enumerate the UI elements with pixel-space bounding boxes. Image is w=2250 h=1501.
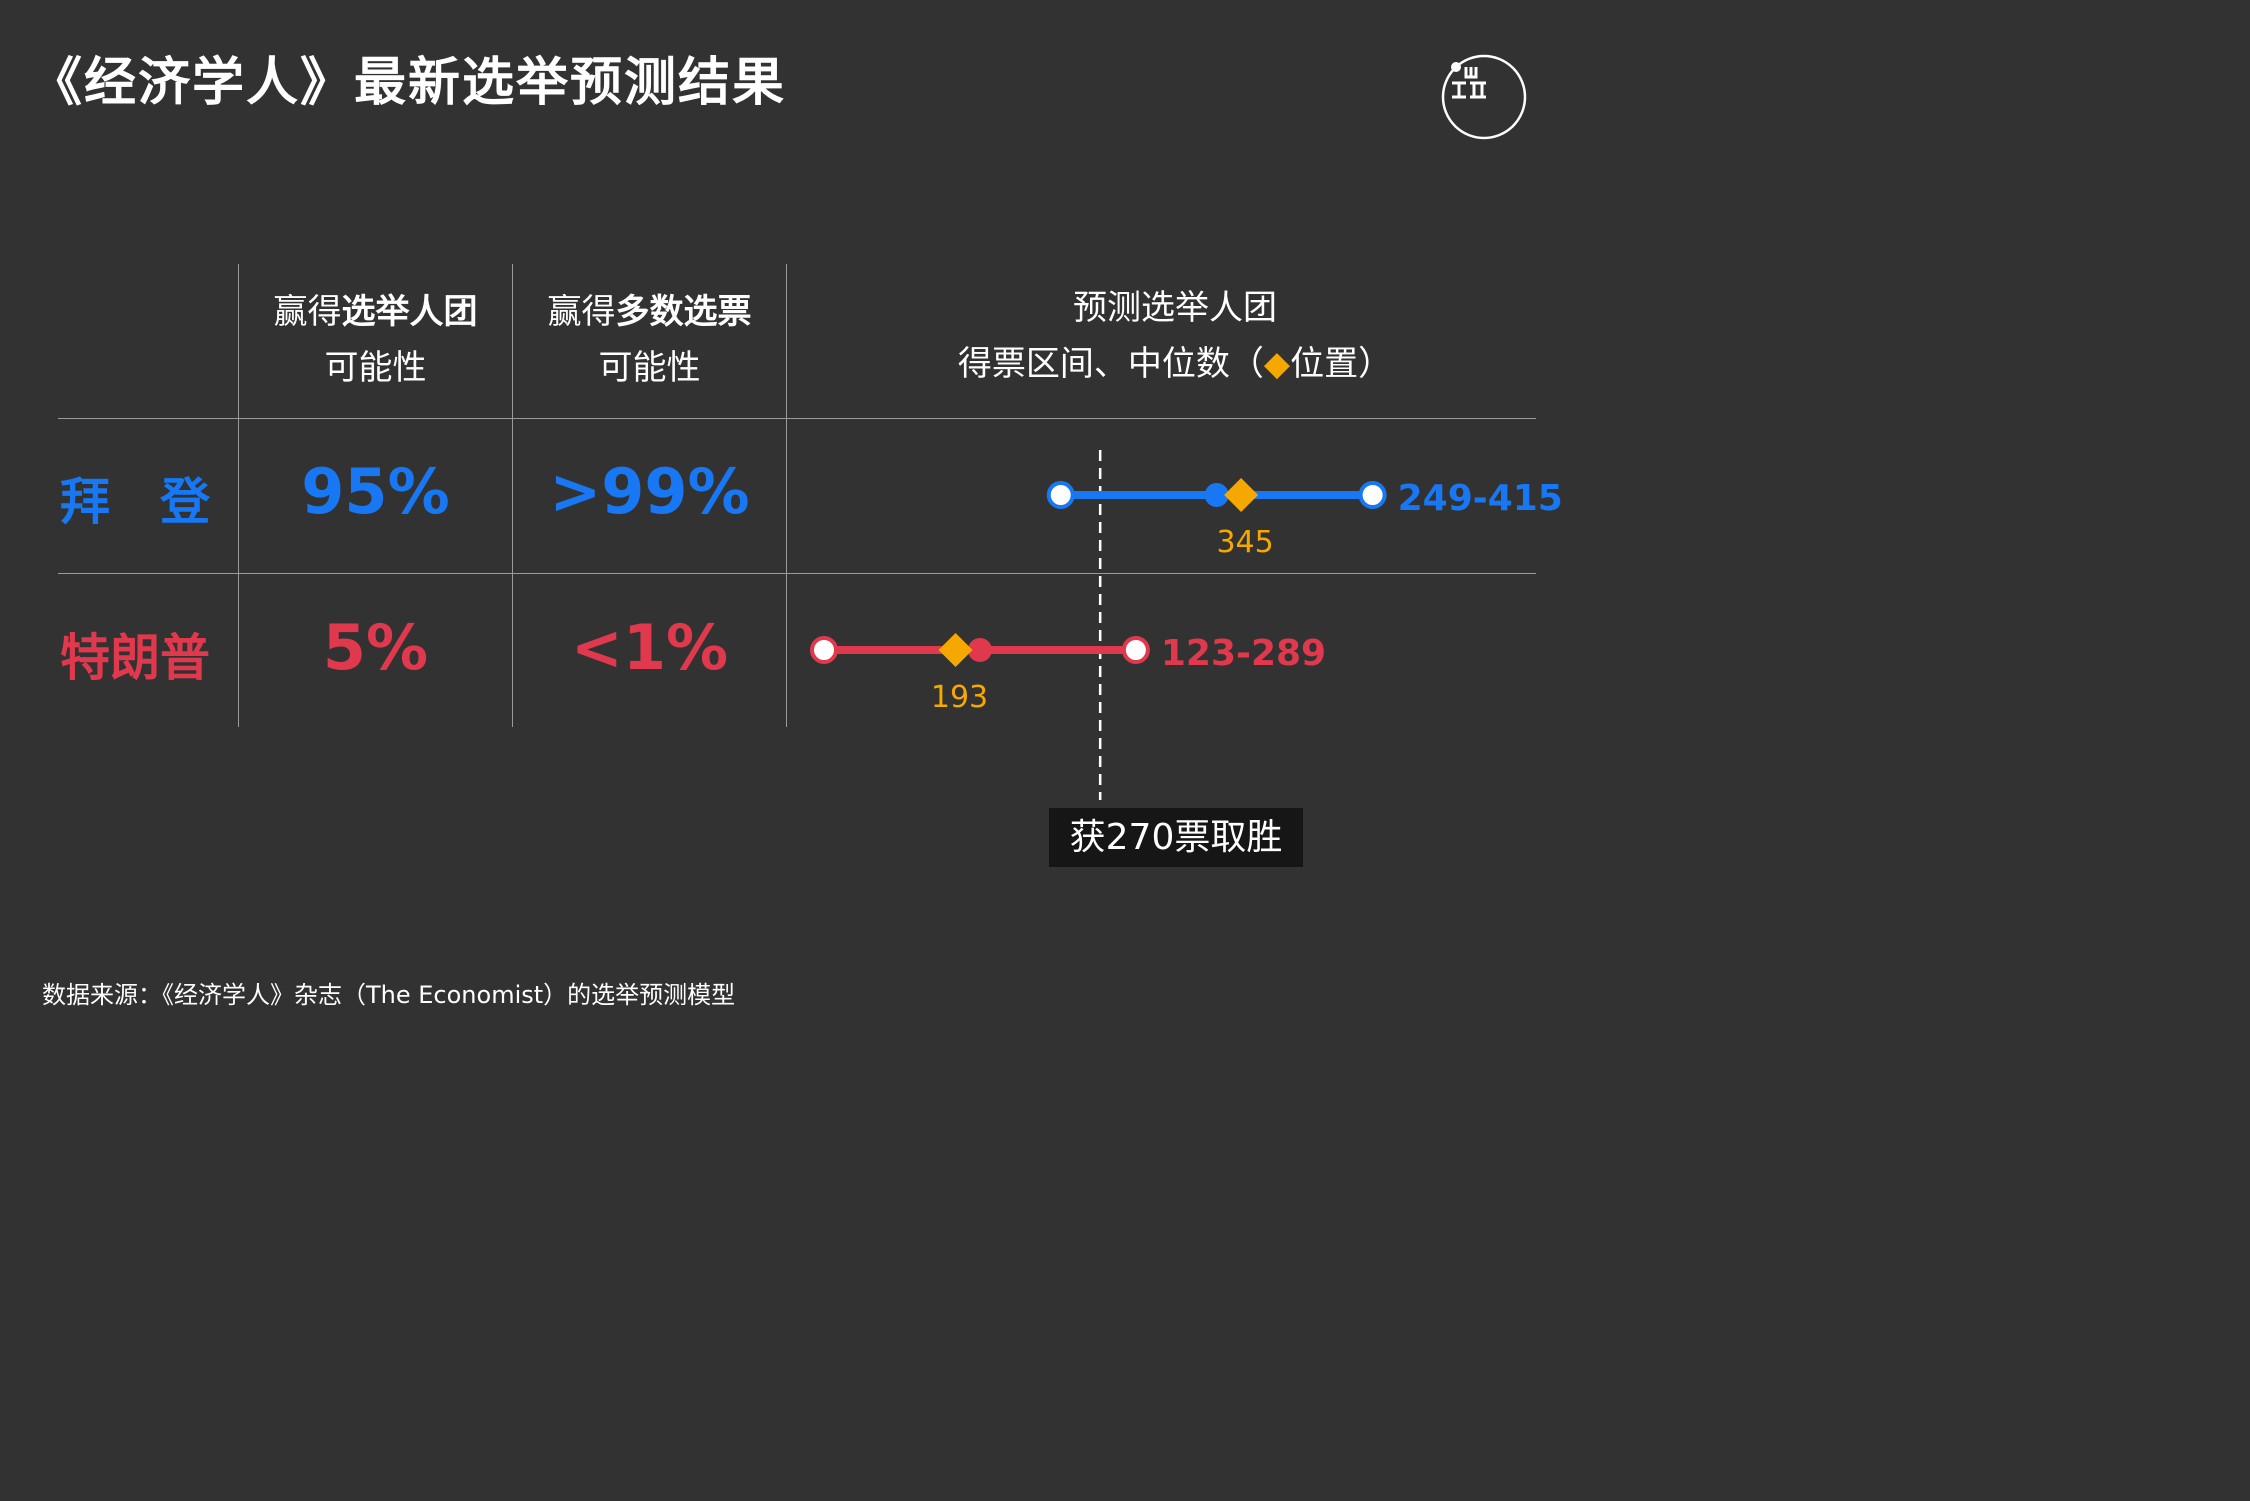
page-title: 《经济学人》最新选举预测结果 (30, 53, 787, 113)
header-bold: 多数选票 (615, 292, 752, 332)
column-divider (786, 264, 787, 727)
median-diamond (938, 633, 973, 667)
header-regular: 得票区间、中位数（ (957, 344, 1264, 384)
range-label: 249-415 (1398, 478, 1563, 519)
candidate-name-biden: 拜 登 (60, 473, 210, 531)
duan-media-logo (1441, 54, 1527, 140)
range-label: 123-289 (1161, 633, 1326, 674)
electoral-range-chart: 345 249-415 193 123-289 (810, 450, 1563, 800)
column-divider (512, 264, 513, 727)
header-line2: 可能性 (324, 348, 427, 388)
biden-popular-prob: >99% (549, 455, 750, 528)
biden-electoral-prob: 95% (301, 455, 450, 528)
trump-popular-prob: <1% (570, 611, 729, 684)
source-note: 数据来源：《经济学人》杂志（The Economist）的选举预测模型 (42, 981, 736, 1009)
header-popular-vote: 赢得多数选票 可能性 (513, 284, 786, 396)
header-line2: 可能性 (598, 348, 701, 388)
trump-electoral-prob: 5% (322, 611, 429, 684)
header-regular: 赢得 (273, 292, 342, 332)
header-electoral-college: 赢得选举人团 可能性 (239, 284, 512, 396)
header-forecast-range: 预测选举人团 得票区间、中位数（◆位置） (787, 280, 1563, 392)
median-label: 193 (931, 680, 988, 715)
median-diamond (1224, 478, 1259, 512)
column-divider (238, 264, 239, 727)
row-divider (58, 573, 1536, 574)
header-line1: 预测选举人团 (1073, 288, 1277, 328)
range-high-endpoint (1121, 636, 1150, 664)
range-low-endpoint (810, 636, 838, 664)
row-divider (58, 418, 1536, 419)
median-label: 345 (1216, 525, 1273, 560)
range-midpoint-dot (1204, 483, 1229, 507)
candidate-name-trump: 特朗普 (60, 629, 210, 687)
header-bold: 选举人团 (341, 292, 478, 332)
header-regular: 位置） (1290, 344, 1393, 384)
range-high-endpoint (1358, 481, 1387, 509)
range-low-endpoint (1046, 481, 1075, 509)
range-midpoint-dot (967, 638, 992, 662)
threshold-label: 获270票取胜 (1049, 808, 1303, 867)
diamond-icon: ◆ (1263, 344, 1291, 384)
header-regular: 赢得 (547, 292, 616, 332)
